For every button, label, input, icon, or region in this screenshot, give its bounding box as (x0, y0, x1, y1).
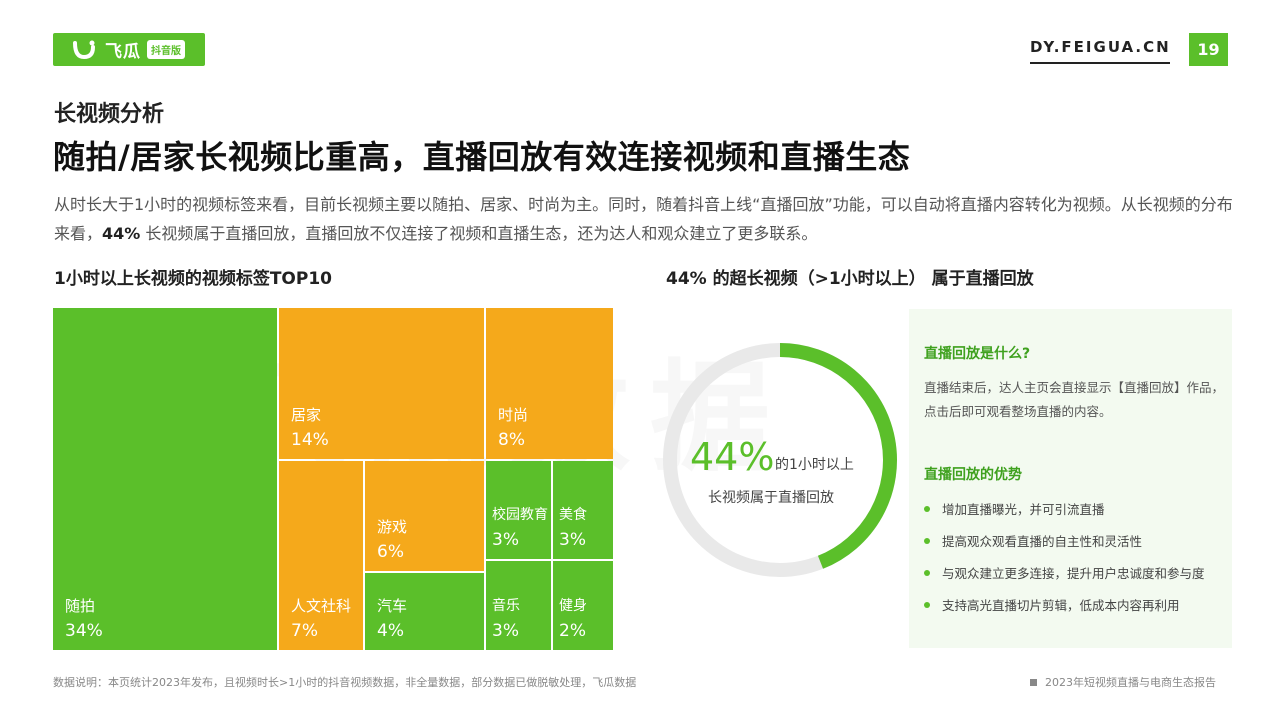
panel-bullet-text: 增加直播曝光，并可引流直播 (942, 502, 1105, 517)
treemap-cell: 音乐 3% (486, 561, 551, 650)
bullet-dot-icon (924, 505, 930, 512)
treemap-cell-value: 6% (377, 542, 404, 562)
treemap-cell: 校园教育 3% (486, 461, 551, 559)
headline: 随拍/居家长视频比重高，直播回放有效连接视频和直播生态 (53, 138, 911, 176)
panel-bullet-text: 支持高光直播切片剪辑，低成本内容再利用 (942, 598, 1180, 613)
treemap-cell: 美食 3% (553, 461, 613, 559)
report-name: 2023年短视频直播与电商生态报告 (1030, 674, 1216, 690)
info-panel: 直播回放是什么? 直播结束后，达人主页会直接显示【直播回放】作品，点击后即可观看… (909, 309, 1232, 648)
treemap-cell-label: 音乐 (492, 598, 520, 614)
panel-bullet-text: 与观众建立更多连接，提升用户忠诚度和参与度 (942, 566, 1205, 581)
treemap-cell-value: 7% (291, 621, 318, 641)
treemap-cell-label: 美食 (559, 507, 587, 523)
treemap-cell-value: 34% (65, 621, 103, 641)
treemap-cell-value: 4% (377, 621, 404, 641)
treemap-cell-label: 居家 (291, 406, 322, 424)
treemap-cell: 时尚 8% (486, 308, 613, 459)
treemap-cell-value: 14% (291, 430, 329, 450)
panel-bullet: 支持高光直播切片剪辑，低成本内容再利用 (924, 595, 1180, 614)
panel-bullet: 增加直播曝光，并可引流直播 (924, 499, 1105, 518)
donut-center-text2: 长视频属于直播回放 (708, 490, 834, 506)
treemap-cell: 健身 2% (553, 561, 613, 650)
treemap-cell-value: 3% (492, 530, 519, 550)
donut-slice-live-replay (779, 343, 897, 569)
panel-heading-advantages: 直播回放的优势 (924, 467, 1022, 483)
logo: 飞瓜 抖音版 (53, 33, 205, 66)
report-text: 2023年短视频直播与电商生态报告 (1045, 676, 1216, 689)
donut-chart (663, 343, 897, 577)
bullet-dot-icon (924, 601, 930, 608)
treemap-cell-value: 3% (559, 530, 586, 550)
donut-title: 44% 的超长视频（>1小时以上） 属于直播回放 (666, 269, 1034, 289)
treemap-cell-label: 健身 (559, 598, 587, 614)
treemap-cell-label: 校园教育 (492, 507, 548, 523)
donut-center-value: 44% (690, 435, 775, 479)
page-number: 19 (1189, 33, 1228, 66)
treemap-cell-value: 3% (492, 621, 519, 641)
logo-badge: 抖音版 (147, 40, 185, 59)
treemap-cell: 汽车 4% (365, 573, 484, 650)
treemap-cell: 随拍 34% (53, 308, 277, 650)
square-icon (1030, 678, 1037, 686)
treemap-cell-value: 8% (498, 430, 525, 450)
bullet-dot-icon (924, 569, 930, 576)
site-url[interactable]: DY.FEIGUA.CN (1030, 38, 1171, 56)
logo-text: 飞瓜 (105, 42, 141, 62)
description: 从时长大于1小时的视频标签来看，目前长视频主要以随拍、居家、时尚为主。同时，随着… (54, 190, 1234, 248)
panel-bullet: 提高观众观看直播的自主性和灵活性 (924, 531, 1142, 550)
logo-icon (73, 40, 95, 59)
section-title: 长视频分析 (54, 102, 165, 127)
description-part1: 从时长大于1小时的视频标签来看，目前长视频主要以随拍、居家、时尚为主。同时，随着… (54, 195, 1233, 243)
footnote: 数据说明：本页统计2023年发布，且视频时长>1小时的抖音视频数据，非全量数据，… (53, 676, 637, 689)
panel-heading-what: 直播回放是什么? (924, 346, 1031, 362)
bullet-dot-icon (924, 537, 930, 544)
treemap-cell-label: 时尚 (498, 406, 529, 424)
description-bold: 44% (102, 224, 141, 243)
description-part2: 长视频属于直播回放，直播回放不仅连接了视频和直播生态，还为达人和观众建立了更多联… (140, 224, 818, 243)
treemap-cell-label: 人文社科 (291, 597, 352, 615)
treemap-chart: 随拍 34% 居家 14% 时尚 8% 人文社科 7% 游戏 6% 汽车 4% 校园教育 3% 美食 3% 音乐… (53, 308, 613, 650)
treemap-cell: 游戏 6% (365, 461, 484, 571)
treemap-cell-label: 随拍 (65, 597, 96, 615)
treemap-cell-label: 汽车 (377, 597, 408, 615)
donut-center-text1: 的1小时以上 (775, 457, 854, 473)
panel-bullet-text: 提高观众观看直播的自主性和灵活性 (942, 534, 1143, 549)
panel-bullet: 与观众建立更多连接，提升用户忠诚度和参与度 (924, 563, 1205, 582)
panel-text-what: 直播结束后，达人主页会直接显示【直播回放】作品，点击后即可观看整场直播的内容。 (924, 380, 1225, 419)
site-underline (1030, 62, 1170, 64)
treemap-cell: 居家 14% (279, 308, 484, 459)
treemap-cell-label: 游戏 (377, 518, 408, 536)
treemap-cell: 人文社科 7% (279, 461, 363, 650)
treemap-title: 1小时以上长视频的视频标签TOP10 (54, 269, 332, 289)
treemap-cell-value: 2% (559, 621, 586, 641)
